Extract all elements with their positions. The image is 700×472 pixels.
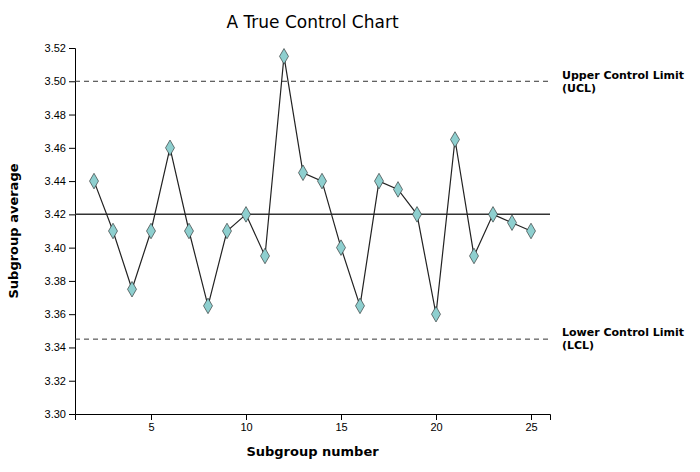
control-limit-line (75, 339, 550, 340)
x-axis: 5 10 15 20 25 (76, 414, 551, 433)
data-point (204, 298, 213, 314)
data-point (90, 173, 99, 189)
y-tick: 3.48 (45, 109, 75, 121)
y-tick: 3.44 (45, 175, 75, 187)
data-point (527, 223, 536, 239)
limit-annotation-line: Lower Control Limit (562, 326, 684, 339)
marks (75, 49, 550, 340)
data-point (166, 140, 175, 156)
y-tick-mark (69, 314, 75, 315)
y-tick-mark (69, 48, 75, 49)
x-tick-label: 25 (525, 421, 537, 433)
limit-annotation: Upper Control Limit(UCL) (562, 69, 684, 95)
data-point (280, 49, 289, 65)
y-tick-mark (69, 115, 75, 116)
x-tick: 20 (430, 414, 442, 433)
y-tick-label: 3.38 (45, 275, 66, 287)
data-point (356, 298, 365, 314)
y-tick-mark (69, 81, 75, 82)
y-tick: 3.32 (45, 375, 75, 387)
data-point (223, 223, 232, 239)
data-point (299, 165, 308, 181)
y-tick-label: 3.40 (45, 242, 66, 254)
control-limit-line (75, 81, 550, 82)
plot: 5 10 15 20 25 3.30 3.32 3.34 3.36 3.38 3.40 3.42 3.4… (45, 42, 684, 433)
y-tick-mark (69, 148, 75, 149)
y-tick-label: 3.42 (45, 208, 66, 220)
x-tick-label: 10 (240, 421, 252, 433)
y-tick-label: 3.44 (45, 175, 66, 187)
y-tick-mark (69, 281, 75, 282)
y-tick: 3.38 (45, 275, 75, 287)
center-line (75, 214, 550, 216)
y-tick-label: 3.48 (45, 109, 66, 121)
data-point (470, 248, 479, 264)
data-point (451, 132, 460, 148)
y-axis: 3.30 3.32 3.34 3.36 3.38 3.40 3.42 3.44 3.46 3.48… (45, 42, 76, 420)
x-tick-mark (246, 414, 247, 420)
y-tick-mark (69, 181, 75, 182)
data-point (394, 182, 403, 198)
y-tick: 3.40 (45, 242, 75, 254)
x-tick-mark (341, 414, 342, 420)
data-point (489, 207, 498, 223)
x-tick-mark (436, 414, 437, 420)
y-tick-label: 3.52 (45, 42, 66, 54)
data-point (508, 215, 517, 231)
limit-annotation-line: Upper Control Limit (562, 69, 684, 82)
x-tick-label: 5 (148, 421, 154, 433)
chart: 5 10 15 20 25 3.30 3.32 3.34 3.36 3.38 3.40 3.42 3.4… (0, 0, 700, 472)
y-tick-mark (69, 381, 75, 382)
limit-annotation: Lower Control Limit(LCL) (562, 326, 684, 352)
y-tick: 3.36 (45, 308, 75, 320)
y-tick-mark (69, 347, 75, 348)
x-tick: 5 (148, 414, 154, 433)
y-axis-title: Subgroup average (6, 163, 21, 298)
data-point (375, 173, 384, 189)
data-point (109, 223, 118, 239)
y-axis-line (69, 49, 76, 415)
y-tick: 3.46 (45, 142, 75, 154)
x-axis-title: Subgroup number (246, 444, 379, 459)
y-tick-label: 3.50 (45, 75, 66, 87)
x-tick-label: 20 (430, 421, 442, 433)
y-tick: 3.34 (45, 341, 75, 353)
x-tick: 25 (525, 414, 537, 433)
data-point (242, 207, 251, 223)
y-tick-label: 3.32 (45, 375, 66, 387)
limit-annotation-line: (LCL) (562, 339, 594, 352)
x-tick-label: 15 (335, 421, 347, 433)
y-tick-label: 3.30 (45, 408, 66, 420)
data-point (147, 223, 156, 239)
x-tick: 15 (335, 414, 347, 433)
data-line (94, 56, 531, 314)
y-tick-mark (69, 248, 75, 249)
y-tick: 3.50 (45, 75, 75, 87)
y-tick-label: 3.46 (45, 142, 66, 154)
data-point (128, 281, 137, 297)
x-axis-line (76, 415, 551, 421)
limit-annotation-line: (UCL) (562, 82, 596, 95)
data-point (185, 223, 194, 239)
x-tick: 10 (240, 414, 252, 433)
data-point (432, 306, 441, 322)
data-point (318, 173, 327, 189)
data-point (261, 248, 270, 264)
y-tick-label: 3.36 (45, 308, 66, 320)
x-tick-mark (151, 414, 152, 420)
y-tick: 3.30 (45, 408, 75, 420)
data-point (413, 207, 422, 223)
title: A True Control Chart (226, 12, 398, 32)
data-point (337, 240, 346, 256)
y-tick: 3.42 (45, 208, 75, 220)
y-tick-mark (69, 214, 75, 215)
y-tick: 3.52 (45, 42, 75, 54)
x-tick-mark (531, 414, 532, 420)
y-tick-label: 3.34 (45, 341, 66, 353)
y-tick-mark (69, 414, 75, 415)
